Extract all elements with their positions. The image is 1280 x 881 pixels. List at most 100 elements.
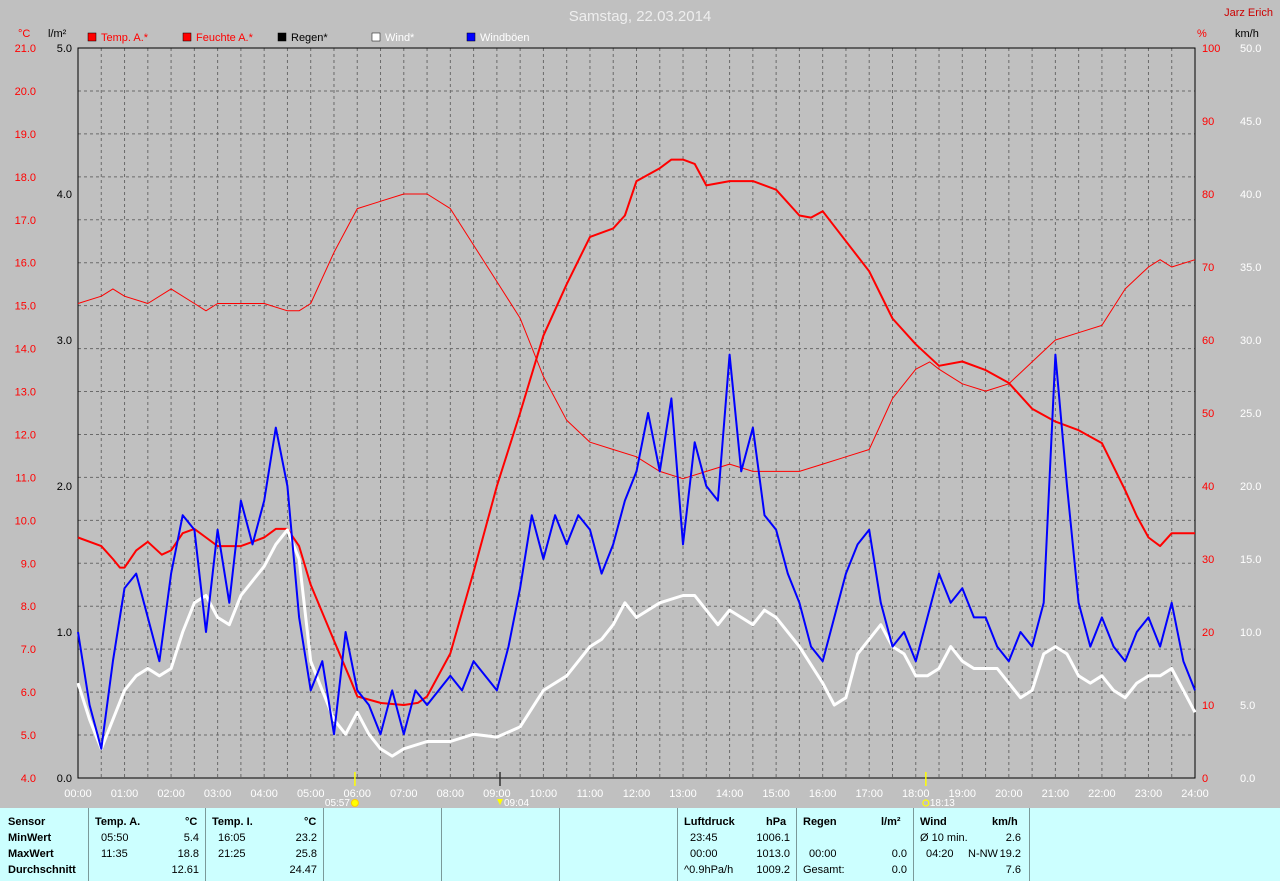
data-series xyxy=(76,158,1197,779)
weather-chart: Samstag, 22.03.2014 Jarz Erich °C l/m² %… xyxy=(14,7,1273,808)
x-tick-label: 04:00 xyxy=(250,788,278,800)
x-tick-label: 24:00 xyxy=(1181,788,1209,800)
regen-total-label: Gesamt: xyxy=(803,864,845,876)
wind-max-direction: N-NW xyxy=(968,848,998,860)
regen-column: Regen l/m² 00:00 0.0 Gesamt: 0.0 xyxy=(797,808,914,881)
temp-a-min-value: 5.4 xyxy=(183,832,199,844)
sensor-header: Sensor xyxy=(8,816,46,828)
temp-i-max-time: 21:25 xyxy=(218,848,246,860)
temp-i-unit: °C xyxy=(304,816,317,828)
temp-tick-label: 8.0 xyxy=(21,601,36,613)
wind-avg-value: 7.6 xyxy=(1005,864,1021,876)
wind-tick-label: 30.0 xyxy=(1240,335,1261,347)
luftdruck-max-value: 1013.0 xyxy=(756,848,790,860)
temp-tick-label: 5.0 xyxy=(21,730,36,742)
x-tick-label: 11:00 xyxy=(577,788,604,800)
regen-max-value: 0.0 xyxy=(891,848,907,860)
axis-labels: 00:00 01:00 02:00 03:00 04:00 05:00 06:00 07:00… xyxy=(15,43,1262,800)
rain-tick-label: 2.0 xyxy=(57,481,72,493)
x-tick-label: 02:00 xyxy=(157,788,185,800)
temp-tick-label: 11.0 xyxy=(15,472,36,484)
legend-swatch xyxy=(182,32,192,42)
x-tick-label: 23:00 xyxy=(1135,788,1163,800)
regen-total-value: 0.0 xyxy=(891,864,907,876)
legend-label: Windböen xyxy=(480,32,530,44)
x-tick-label: 18:00 xyxy=(902,788,930,800)
empty-column-2 xyxy=(442,808,560,881)
temp-i-column: Temp. I. °C 16:05 23.2 21:25 25.8 24.47 xyxy=(206,808,324,881)
event-time-label: 05:57 xyxy=(325,798,350,808)
x-tick-label: 19:00 xyxy=(949,788,977,800)
series-line-windb-en xyxy=(77,353,1196,750)
wind-unit: km/h xyxy=(992,816,1018,828)
author-label: Jarz Erich xyxy=(1224,7,1273,19)
x-tick-label: 00:00 xyxy=(64,788,92,800)
temp-tick-label: 12.0 xyxy=(15,429,36,441)
wind-tick-label: 20.0 xyxy=(1240,481,1261,493)
x-tick-label: 13:00 xyxy=(669,788,697,800)
rain-tick-label: 1.0 xyxy=(57,627,72,639)
sunrise-icon xyxy=(350,799,359,807)
chart-grid xyxy=(78,48,1195,778)
legend-swatch xyxy=(277,32,287,42)
luftdruck-min-time: 23:45 xyxy=(690,832,718,844)
temp-a-column: Temp. A. °C 05:50 5.4 11:35 18.8 12.61 xyxy=(89,808,206,881)
temp-tick-label: 18.0 xyxy=(15,172,36,184)
luftdruck-column: Luftdruck hPa 23:45 1006.1 00:00 1013.0 … xyxy=(678,808,797,881)
x-tick-label: 12:00 xyxy=(623,788,651,800)
x-tick-label: 07:00 xyxy=(390,788,418,800)
temp-i-min-value: 23.2 xyxy=(295,832,317,844)
temp-i-avg-value: 24.47 xyxy=(289,864,317,876)
event-time-label: 09:04 xyxy=(504,798,529,808)
temp-a-header: Temp. A. xyxy=(95,816,141,828)
chart-title: Samstag, 22.03.2014 xyxy=(569,8,712,25)
x-tick-label: 06:00 xyxy=(343,788,371,800)
x-tick-label: 01:00 xyxy=(111,788,139,800)
wind-tick-label: 5.0 xyxy=(1240,700,1255,712)
x-tick-label: 21:00 xyxy=(1042,788,1070,800)
temp-tick-label: 19.0 xyxy=(15,129,36,141)
sensor-column: Sensor MinWert MaxWert Durchschnitt xyxy=(0,808,89,881)
temp-tick-label: 13.0 xyxy=(15,387,36,399)
series-line-feuchte-a xyxy=(77,193,1196,480)
x-tick-label: 15:00 xyxy=(762,788,790,800)
temp-i-max-value: 25.8 xyxy=(295,848,317,860)
wind-avg10-value: 2.6 xyxy=(1005,832,1021,844)
humidity-tick-label: 10 xyxy=(1202,700,1214,712)
humidity-tick-label: 90 xyxy=(1202,116,1214,128)
humidity-tick-label: 20 xyxy=(1202,627,1214,639)
temp-tick-label: 21.0 xyxy=(15,43,36,55)
empty-column-3 xyxy=(560,808,678,881)
wind-header: Wind xyxy=(920,816,947,828)
x-tick-label: 10:00 xyxy=(530,788,558,800)
rain-tick-label: 3.0 xyxy=(57,335,72,347)
event-markers: 05:57 09:04 18:13 xyxy=(325,772,955,808)
wind-tick-label: 50.0 xyxy=(1240,43,1261,55)
summary-table: Sensor MinWert MaxWert Durchschnitt Temp… xyxy=(0,808,1280,881)
row-label-min: MinWert xyxy=(8,832,52,844)
row-label-max: MaxWert xyxy=(8,848,54,860)
temp-i-min-time: 16:05 xyxy=(218,832,246,844)
series-line-temp-a xyxy=(77,158,1195,706)
empty-column-1 xyxy=(324,808,442,881)
x-tick-label: 09:00 xyxy=(483,788,511,800)
luftdruck-trend: ^0.9hPa/h xyxy=(684,864,734,876)
wind-tick-label: 25.0 xyxy=(1240,408,1261,420)
wind-tick-label: 15.0 xyxy=(1240,554,1261,566)
wind-tick-label: 35.0 xyxy=(1240,262,1261,274)
legend-swatch xyxy=(371,32,381,42)
wind-column: Wind km/h Ø 10 min. 2.6 04:20 N-NW 19.2 … xyxy=(914,808,1030,881)
temp-tick-label: 20.0 xyxy=(15,86,36,98)
luftdruck-avg-value: 1009.2 xyxy=(756,864,790,876)
sunset-icon xyxy=(922,799,930,807)
legend-swatch xyxy=(87,32,97,42)
humidity-tick-label: 40 xyxy=(1202,481,1214,493)
rain-unit-label: l/m² xyxy=(48,28,67,40)
temp-tick-label: 6.0 xyxy=(21,687,36,699)
wind-tick-label: 45.0 xyxy=(1240,116,1261,128)
luftdruck-header: Luftdruck xyxy=(684,816,735,828)
humidity-tick-label: 60 xyxy=(1202,335,1214,347)
humidity-unit-label: % xyxy=(1197,28,1207,40)
luftdruck-unit: hPa xyxy=(766,816,787,828)
x-tick-label: 08:00 xyxy=(437,788,465,800)
